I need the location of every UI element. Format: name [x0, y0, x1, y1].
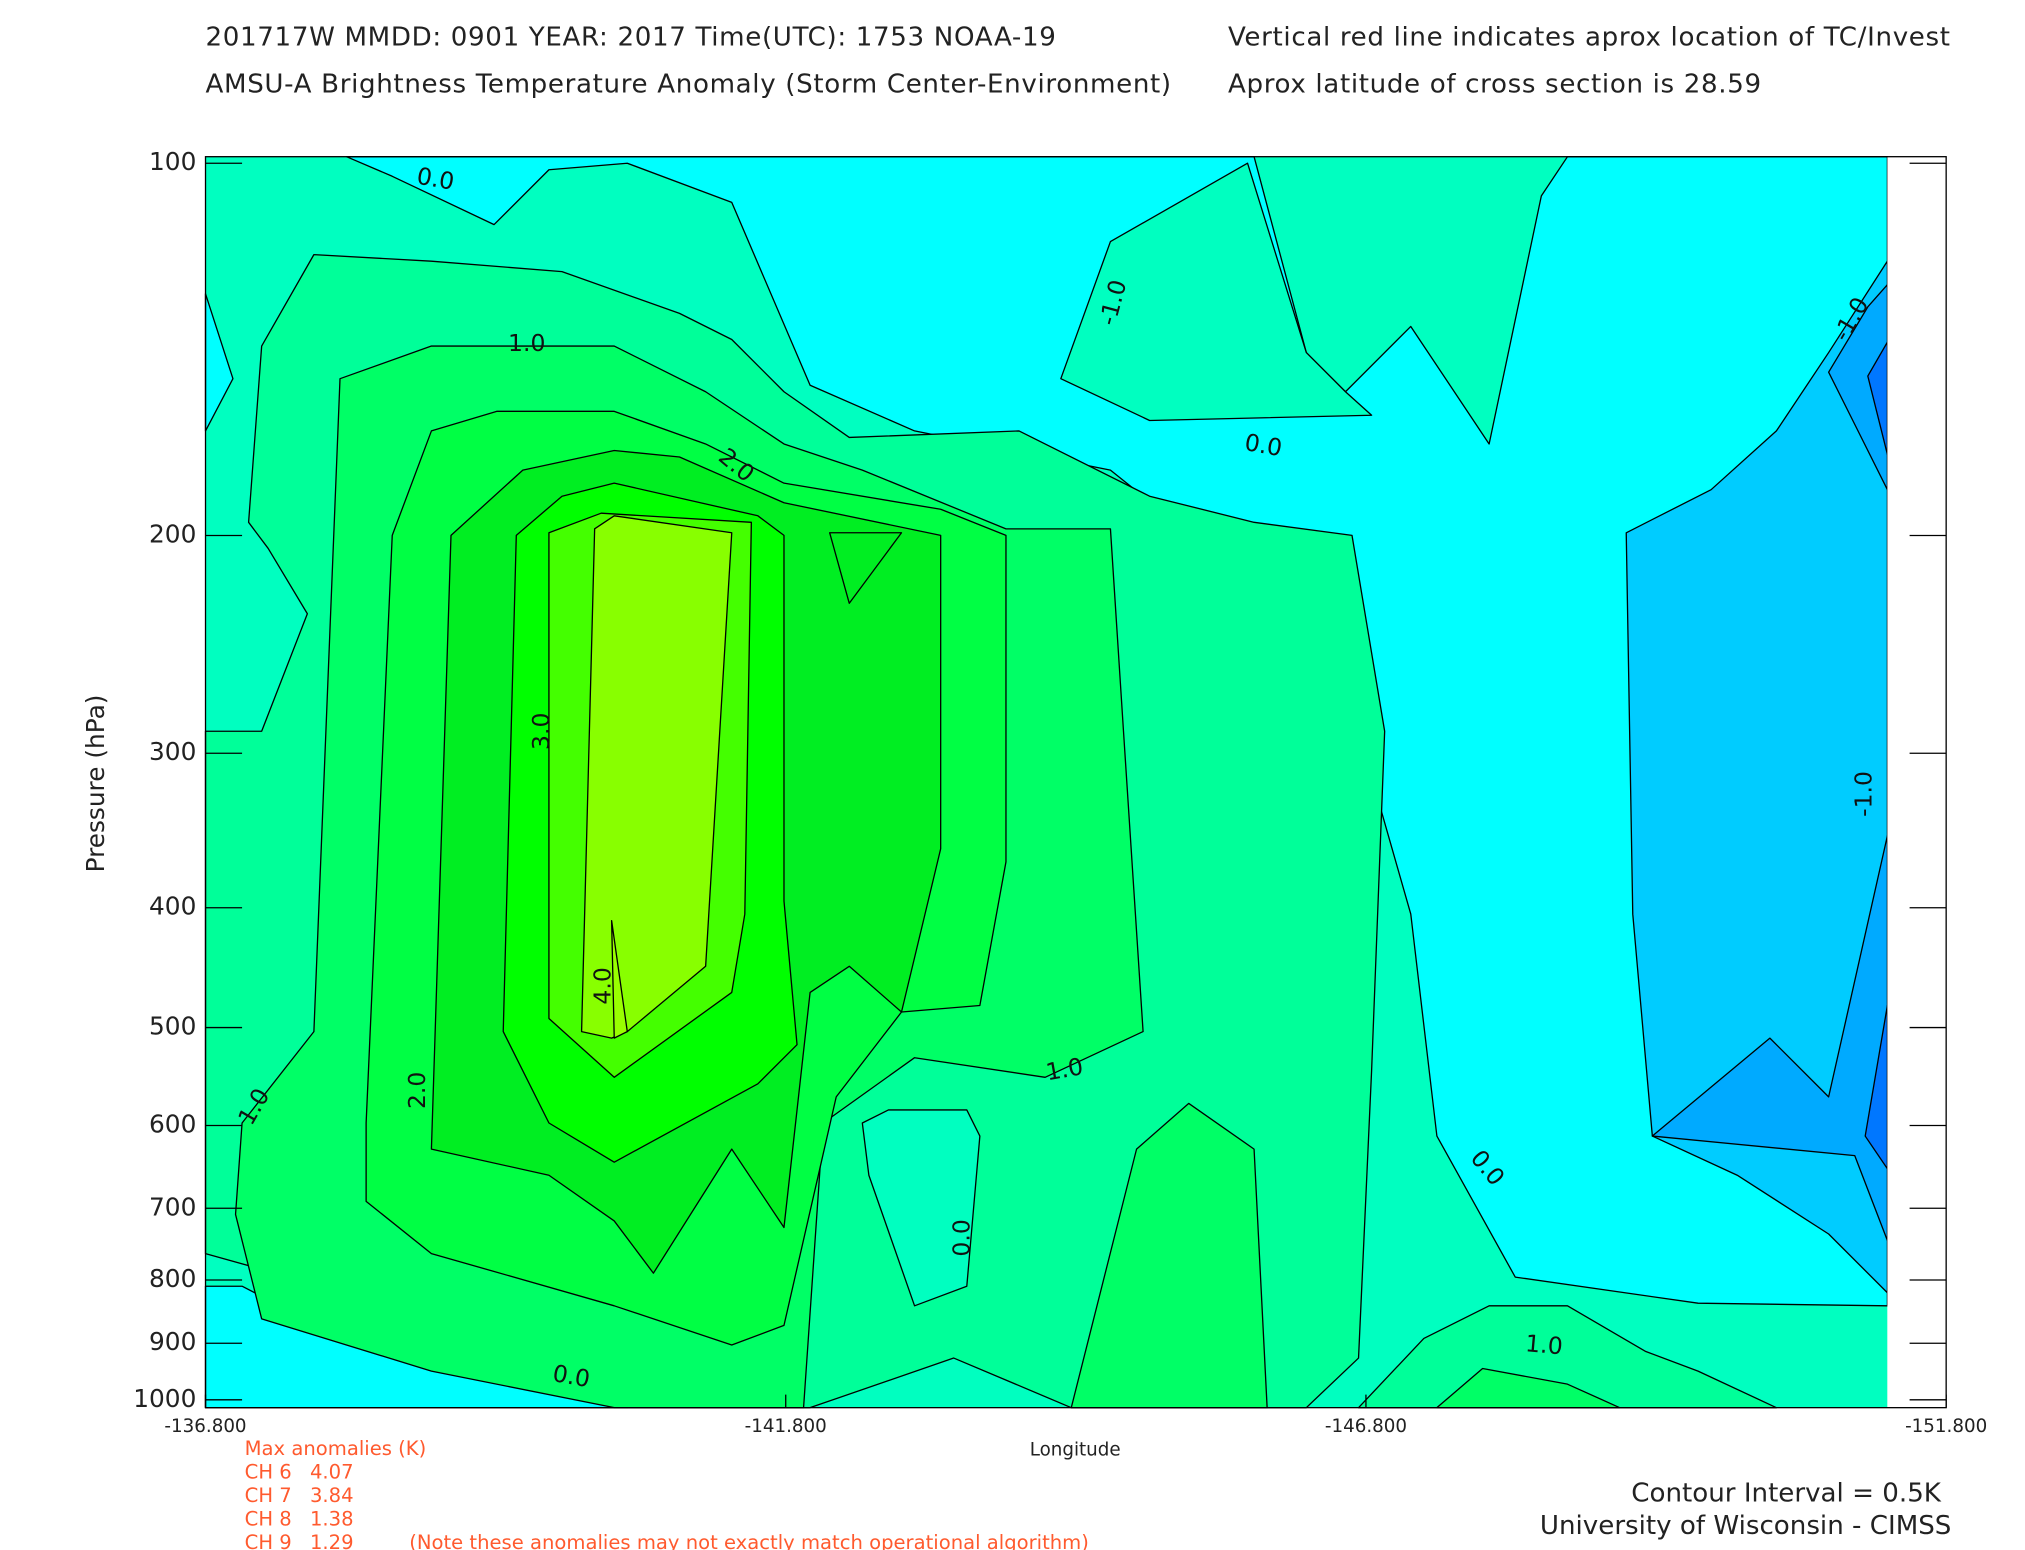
fill-band: [1060, 162, 1373, 422]
y-tick-label: 900: [149, 1327, 196, 1356]
contour-label: 1.0: [508, 329, 545, 357]
x-tick-label: -151.800: [1905, 1416, 1987, 1437]
y-tick-label: 600: [149, 1109, 196, 1138]
y-axis-label: Pressure (hPa): [81, 695, 110, 873]
y-tick-label: 700: [149, 1192, 196, 1221]
contour-label: 0.0: [415, 162, 457, 196]
fill-band: [829, 532, 903, 604]
y-tick-label: 1000: [133, 1384, 196, 1413]
channel-value: 4.07: [310, 1460, 354, 1483]
contour-interval: Contour Interval = 0.5K: [1631, 1478, 1942, 1508]
max-anomalies-title: Max anomalies (K): [245, 1437, 427, 1460]
contour-label: 4.0: [588, 967, 616, 1004]
contour-label: 0.0: [551, 1359, 593, 1393]
blank-area: [1887, 156, 1947, 1408]
contour-label: 3.0: [527, 713, 555, 750]
y-tick-label: 400: [149, 892, 196, 921]
note: Aprox latitude of cross section is 28.59: [1228, 69, 1762, 99]
channel-name: CH 8: [245, 1507, 292, 1530]
channel-value: 3.84: [310, 1484, 354, 1507]
y-tick-label: 500: [149, 1012, 196, 1041]
y-tick-label: 100: [149, 147, 196, 176]
fill-band: [1357, 1305, 1778, 1409]
contour-label: 0.0: [1243, 428, 1285, 462]
y-tick-label: 200: [149, 519, 196, 548]
credit: University of Wisconsin - CIMSS: [1540, 1511, 1951, 1541]
x-tick-label: -141.800: [745, 1416, 827, 1437]
contour-label: 0.0: [947, 1219, 975, 1256]
channel-name: CH 9: [245, 1531, 292, 1550]
x-tick-label: -146.800: [1325, 1416, 1407, 1437]
channel-value: 1.38: [310, 1507, 354, 1530]
chart-title: 201717W MMDD: 0901 YEAR: 2017 Time(UTC):…: [206, 22, 1057, 52]
fill-band: [610, 919, 628, 1039]
plot-frame: [204, 156, 1947, 1409]
note: Vertical red line indicates aprox locati…: [1228, 22, 1951, 52]
y-tick-label: 300: [149, 737, 196, 766]
contour-label: 2.0: [403, 1072, 431, 1109]
contour-label: -1.0: [1850, 771, 1878, 817]
contour-field: [204, 156, 1947, 1409]
fill-band: [345, 156, 1889, 1307]
channel-value: 1.29: [310, 1531, 354, 1550]
contour-label: 1.0: [1044, 1052, 1086, 1086]
y-tick-label: 800: [149, 1264, 196, 1293]
chart-subtitle: AMSU-A Brightness Temperature Anomaly (S…: [206, 69, 1172, 99]
channel-name: CH 6: [245, 1460, 292, 1483]
x-tick-label: -136.800: [164, 1416, 246, 1437]
fill-band: [861, 1109, 981, 1307]
x-axis-label: Longitude: [1030, 1440, 1121, 1461]
channel-name: CH 7: [245, 1484, 292, 1507]
contour-label: 1.0: [1524, 1329, 1564, 1360]
algorithm-note: (Note these anomalies may not exactly ma…: [409, 1531, 1089, 1550]
